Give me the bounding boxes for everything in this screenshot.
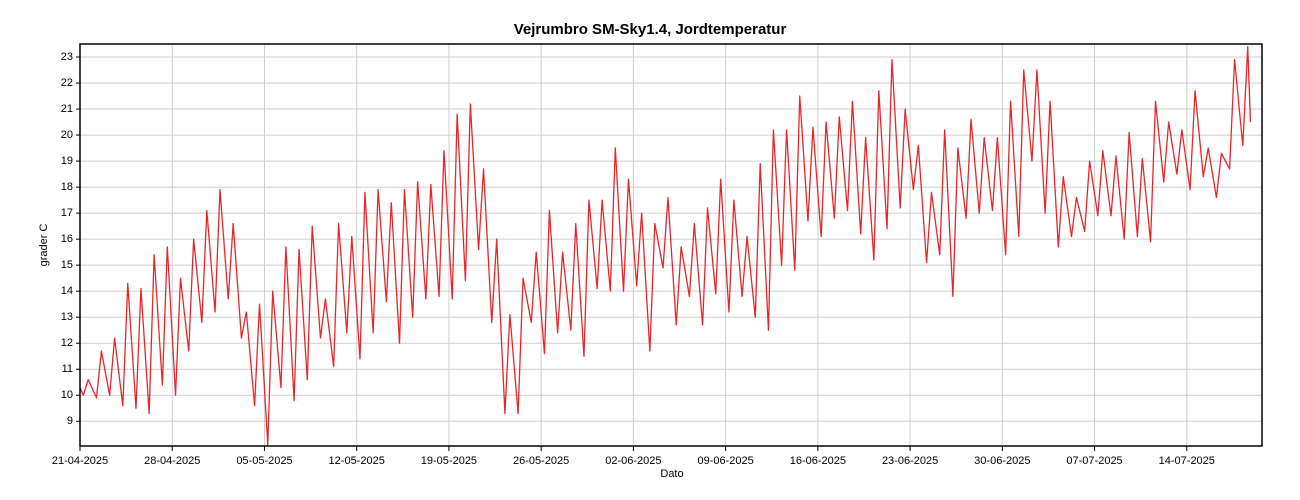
plot-frame <box>79 43 1263 447</box>
y-tick-label: 16 <box>61 233 73 245</box>
x-tick-label: 28-04-2025 <box>144 455 200 467</box>
y-tick-label: 12 <box>61 337 73 349</box>
y-tick-label: 10 <box>61 389 73 401</box>
x-tick-label: 26-05-2025 <box>513 455 569 467</box>
x-tick-label: 07-07-2025 <box>1066 455 1122 467</box>
x-tick-label: 12-05-2025 <box>329 455 385 467</box>
y-axis-label: grader C <box>38 224 50 267</box>
x-tick-label: 14-07-2025 <box>1159 455 1215 467</box>
data-line <box>79 45 1252 446</box>
y-tick-label: 20 <box>61 129 73 141</box>
x-tick-label: 30-06-2025 <box>974 455 1030 467</box>
y-tick-label: 23 <box>61 51 73 63</box>
y-tick-label: 14 <box>61 285 73 297</box>
y-tick-label: 15 <box>61 259 73 271</box>
x-tick-label: 05-05-2025 <box>236 455 292 467</box>
y-tick-label: 11 <box>62 363 73 375</box>
y-tick-label: 18 <box>61 181 73 193</box>
x-axis-label: Dato <box>660 468 683 480</box>
y-tick-label: 22 <box>61 77 73 89</box>
chart-title: Vejrumbro SM-Sky1.4, Jordtemperatur <box>514 21 787 38</box>
y-tick-label: 21 <box>61 103 73 115</box>
x-tick-label: 02-06-2025 <box>605 455 661 467</box>
x-tick-label: 16-06-2025 <box>790 455 846 467</box>
x-tick-label: 21-04-2025 <box>52 455 108 467</box>
y-tick-label: 9 <box>67 415 73 427</box>
y-tick-label: 13 <box>61 311 73 323</box>
y-tick-label: 19 <box>61 155 73 167</box>
y-tick-label: 17 <box>61 207 73 219</box>
x-tick-label: 19-05-2025 <box>421 455 477 467</box>
x-tick-label: 23-06-2025 <box>882 455 938 467</box>
x-tick-label: 09-06-2025 <box>697 455 753 467</box>
